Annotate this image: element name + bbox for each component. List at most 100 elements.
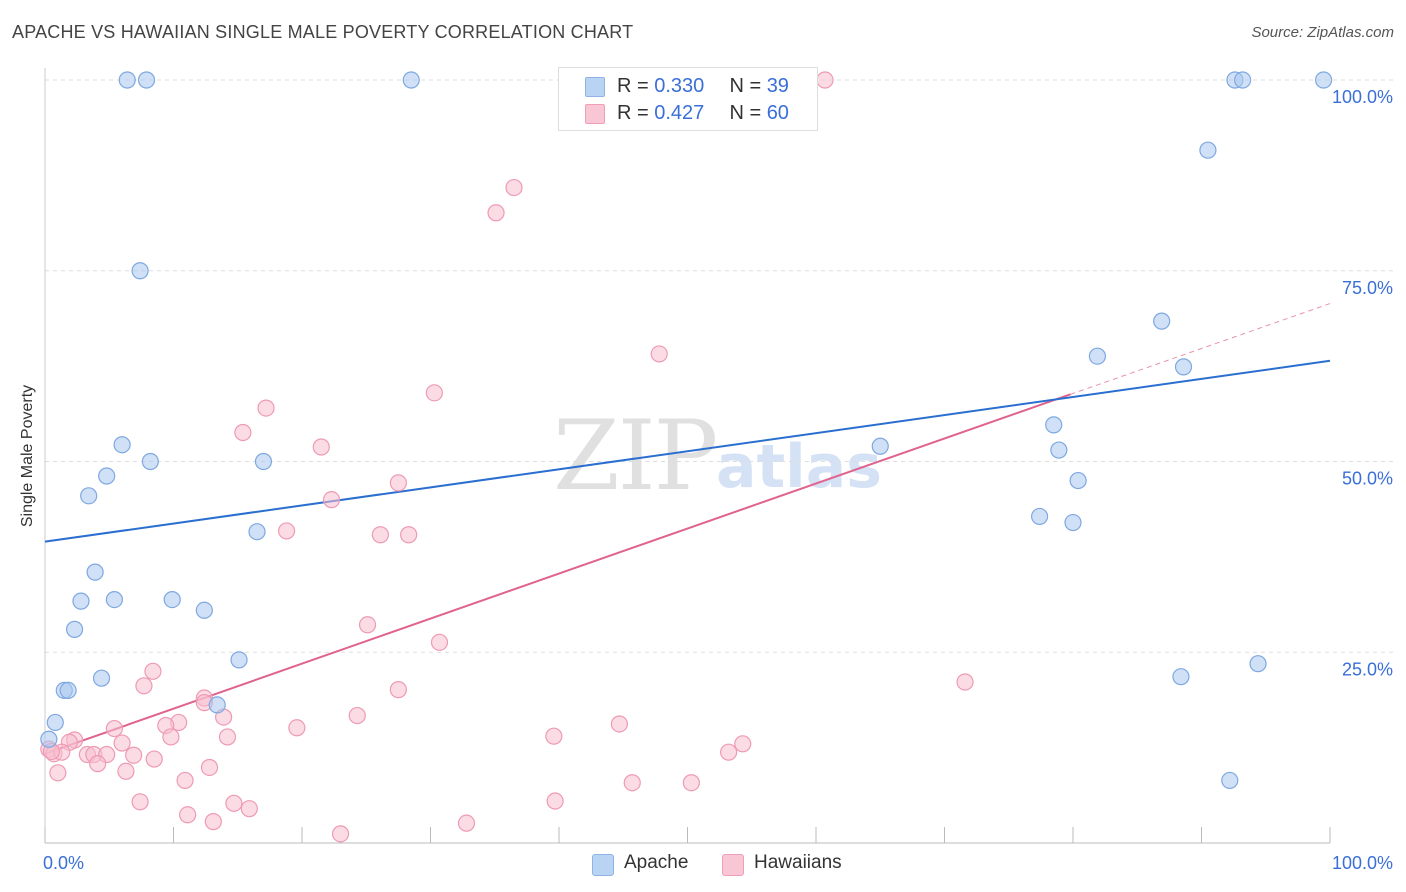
hawaiians-point [277, 522, 296, 540]
hawaiians-trend-extension [1070, 303, 1331, 395]
hawaiians-point [457, 814, 476, 832]
apache-point [92, 669, 111, 687]
legend-hawaiians-label: Hawaiians [754, 852, 842, 873]
apache-point [1050, 441, 1068, 459]
grid-lines [45, 79, 1395, 653]
hawaiians-stat-swatch [585, 104, 605, 124]
apache-point [1064, 513, 1082, 532]
hawaiians-point [487, 204, 505, 222]
apache-point [1153, 312, 1171, 330]
hawaiians-point [610, 715, 628, 733]
apache-trend-line [44, 359, 1331, 543]
apache-point [80, 487, 98, 505]
hawaiians-point [682, 774, 700, 792]
legend-hawaiians-swatch [722, 854, 744, 876]
hawaiians-point [312, 438, 330, 456]
apache-stat-swatch [585, 77, 605, 97]
apache-point [1069, 471, 1087, 490]
hawaiians-point [288, 719, 306, 737]
hawaiians-point [204, 813, 222, 831]
hawaiians-n-label: N = [729, 102, 767, 124]
x-tick-label: 0.0% [43, 853, 84, 873]
hawaiians-r-value: 0.427 [654, 102, 705, 124]
hawaiians-point [162, 728, 180, 746]
axes [44, 68, 1331, 844]
apache-point [1249, 655, 1267, 673]
apache-point [1045, 416, 1063, 434]
trend-lines [44, 303, 1331, 755]
tick-labels: 25.0% 50.0% 75.0% 100.0% 0.0% 100.0% [43, 87, 1393, 873]
y-tick-label: 75.0% [1342, 278, 1393, 298]
apache-point [1174, 358, 1193, 376]
hawaiians-point [546, 792, 564, 810]
apache-point [1234, 71, 1252, 89]
hawaiians-point [125, 746, 143, 764]
hawaiians-point [956, 673, 974, 691]
hawaiians-point [257, 399, 275, 417]
apache-point [254, 452, 273, 471]
apache-n-label: N = [729, 75, 767, 97]
apache-point [1221, 771, 1239, 790]
source-label: Source: ZipAtlas.com [1251, 24, 1394, 41]
apache-point [195, 601, 213, 619]
y-tick-label: 100.0% [1332, 87, 1393, 107]
hawaiians-r-label: R = [617, 102, 655, 124]
hawaiians-point [89, 755, 107, 773]
hawaiians-point [650, 345, 668, 363]
hawaiians-point [816, 71, 834, 89]
apache-point [1199, 141, 1217, 159]
apache-point [113, 436, 131, 454]
hawaiians-point [389, 681, 407, 699]
hawaiians-point [176, 771, 194, 790]
hawaiians-point [734, 735, 752, 753]
hawaiians-point [348, 706, 366, 725]
hawaiians-point [425, 384, 443, 402]
hawaiians-point [358, 616, 377, 634]
hawaiians-n-value: 60 [766, 102, 789, 124]
apache-point [118, 71, 136, 89]
apache-point [131, 262, 149, 280]
apache-stat-row: R = 0.330 N = 39 [617, 75, 789, 98]
apache-point [230, 651, 248, 669]
hawaiians-point [331, 825, 350, 843]
apache-point [248, 523, 266, 541]
apache-point [59, 681, 77, 700]
hawaiians-point [240, 800, 258, 818]
apache-point [1030, 507, 1049, 526]
x-tick-label: 100.0% [1332, 853, 1393, 873]
hawaiians-point [234, 423, 252, 442]
apache-point [402, 71, 420, 89]
hawaiians-point [144, 662, 162, 680]
hawaiians-point [135, 677, 153, 695]
hawaiians-point [113, 734, 131, 752]
hawaiians-point [430, 633, 449, 651]
hawaiians-point [322, 491, 341, 509]
hawaiians-point [200, 758, 219, 777]
apache-point [98, 467, 116, 485]
legend-apache-swatch [592, 854, 614, 876]
y-tick-label: 25.0% [1342, 659, 1393, 679]
stats-box: R = 0.330 N = 39 R = 0.427 N = 60 [558, 67, 818, 131]
legend-apache-label: Apache [624, 852, 689, 873]
watermark-zip: ZIP [553, 400, 718, 512]
apache-point [208, 696, 226, 714]
apache-point [105, 591, 123, 609]
apache-points [40, 71, 1333, 790]
hawaiians-point [389, 474, 407, 492]
apache-point [65, 620, 84, 638]
hawaiians-point [545, 727, 563, 745]
hawaiians-point [131, 793, 149, 811]
apache-point [86, 563, 104, 581]
hawaiians-point [145, 750, 163, 768]
hawaiians-point [49, 764, 67, 782]
hawaiians-point [117, 762, 135, 780]
hawaiians-point [371, 526, 389, 544]
apache-point [1172, 668, 1190, 686]
hawaiians-trend-line [44, 393, 1071, 755]
hawaiians-point [505, 178, 523, 197]
apache-r-label: R = [617, 75, 655, 97]
hawaiians-point [218, 728, 237, 746]
chart-title: APACHE VS HAWAIIAN SINGLE MALE POVERTY C… [12, 22, 634, 42]
hawaiians-point [225, 794, 243, 812]
